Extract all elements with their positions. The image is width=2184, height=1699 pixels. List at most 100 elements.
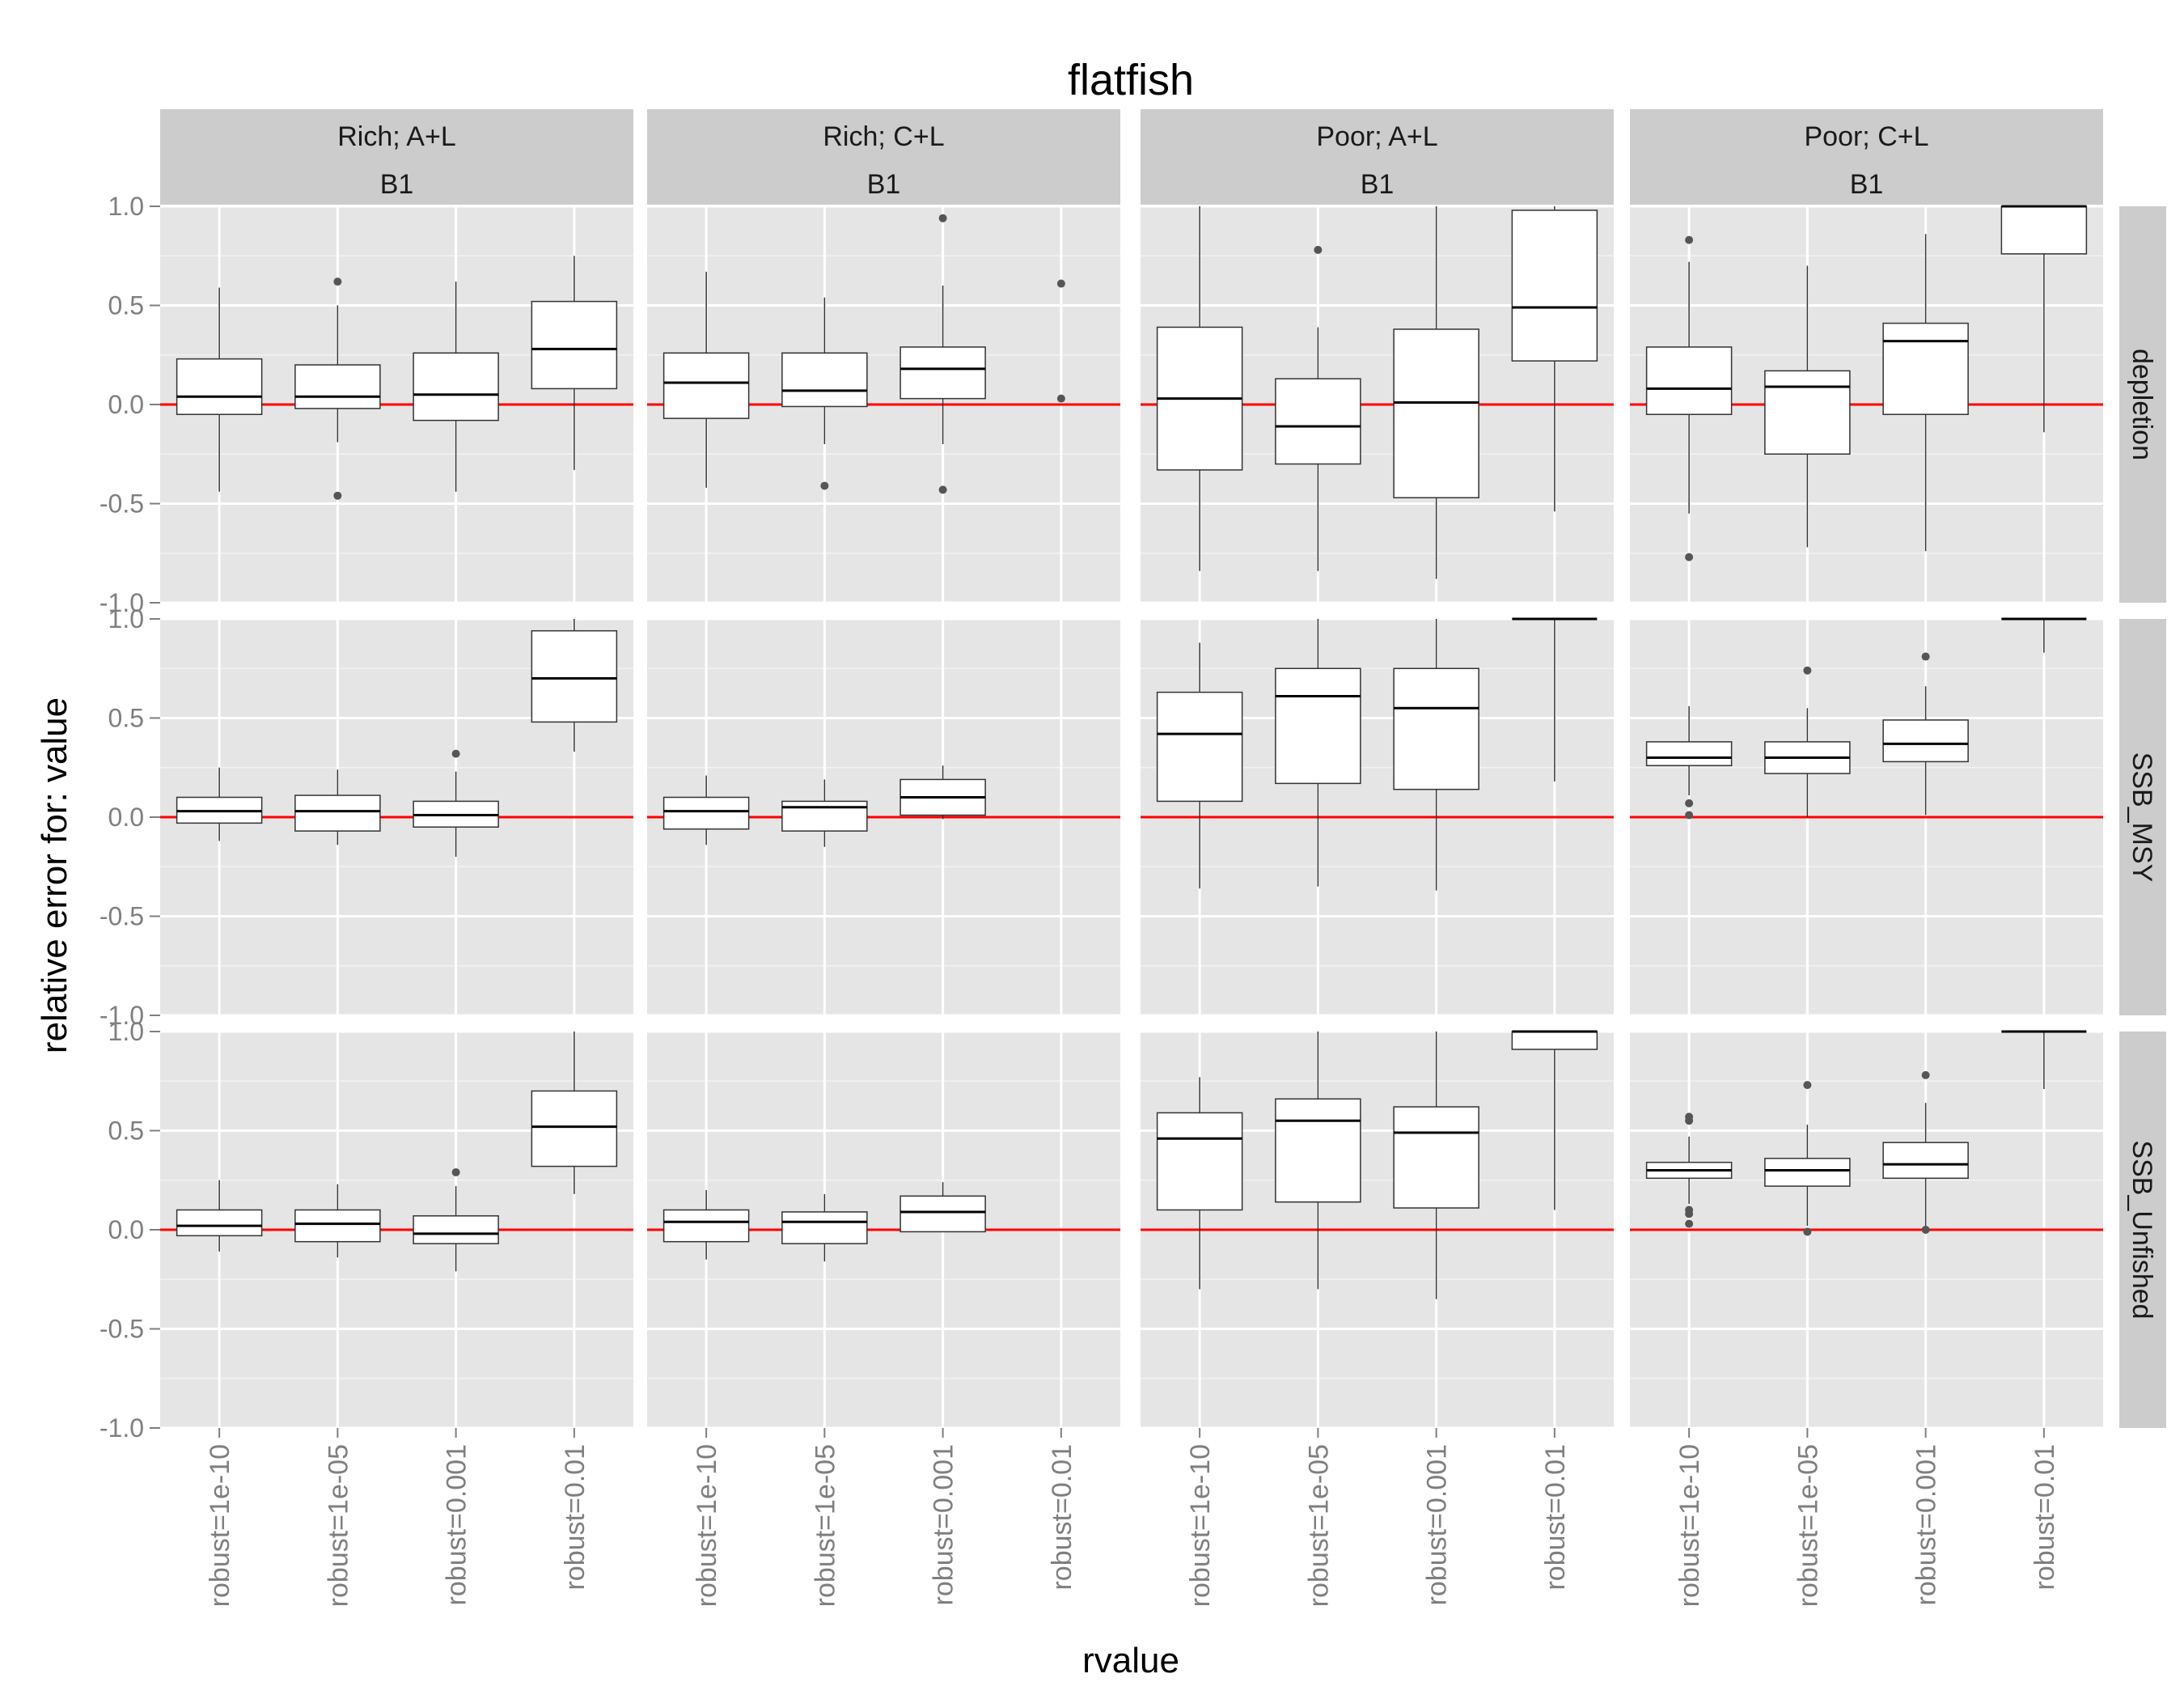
column-strip-label: Rich; C+L	[823, 121, 944, 152]
facet-panel	[1630, 617, 2103, 1017]
row-strip	[2119, 206, 2166, 603]
outlier-point	[1685, 1219, 1694, 1228]
x-tick-label: robust=1e-05	[1792, 1444, 1823, 1607]
outlier-point	[333, 278, 342, 286]
column-strip	[1141, 109, 1614, 205]
row-strip-label: SSB_MSY	[2127, 752, 2157, 883]
box	[294, 364, 381, 409]
y-tick-label: -0.5	[99, 902, 144, 931]
column-strip	[647, 109, 1120, 205]
outlier-point	[451, 749, 460, 758]
column-strip-label: Rich; A+L	[337, 121, 455, 152]
box	[1511, 1031, 1598, 1050]
box	[781, 800, 868, 832]
box	[1511, 210, 1598, 362]
outlier-point	[1803, 666, 1812, 675]
box	[1275, 1098, 1361, 1203]
y-tick-label: 1.0	[108, 192, 144, 221]
box	[1156, 691, 1243, 803]
box	[2000, 205, 2088, 255]
x-tick-label: robust=0.01	[560, 1444, 590, 1591]
box	[899, 1195, 986, 1233]
facet-panel	[1630, 1030, 2103, 1430]
x-tick-label: robust=1e-10	[1185, 1444, 1216, 1607]
y-tick-label: -1.0	[99, 588, 144, 617]
facet-panel	[647, 1030, 1120, 1430]
box	[1156, 1112, 1243, 1211]
column-strip-label: Poor; A+L	[1316, 121, 1437, 152]
y-tick-label: 0.0	[108, 803, 144, 832]
x-tick-label: robust=0.01	[2030, 1444, 2060, 1591]
outlier-point	[938, 485, 947, 494]
box	[1764, 1158, 1851, 1187]
box	[531, 629, 618, 723]
box	[1393, 667, 1479, 790]
box	[294, 794, 381, 832]
outlier-point	[333, 491, 342, 500]
y-axis-title: relative error for: value	[35, 697, 74, 1053]
column-strip	[160, 109, 633, 205]
row-strip	[2119, 619, 2166, 1015]
box	[531, 1090, 618, 1167]
box	[781, 352, 868, 408]
column-strip	[1630, 109, 2103, 205]
x-tick-label: robust=1e-05	[810, 1444, 840, 1607]
facet-panel	[1141, 1030, 1614, 1430]
box	[1275, 378, 1361, 465]
box	[662, 796, 750, 830]
facet-panel	[1630, 205, 2103, 604]
column-strip-label: Poor; C+L	[1804, 121, 1928, 152]
column-strip-sublabel: B1	[867, 169, 901, 200]
box	[662, 352, 750, 419]
x-tick-label: robust=0.001	[1911, 1444, 1942, 1605]
chart-title: flatfish	[1068, 56, 1194, 104]
facet-grid: Rich; A+L B1 Rich; C+L B1 Poor; A+L B1 Poor; C…	[99, 109, 2166, 1607]
outlier-point	[1803, 1081, 1812, 1090]
outlier-point	[1056, 394, 1065, 403]
y-tick-label: 0.0	[108, 1215, 144, 1244]
outlier-point	[1921, 1226, 1930, 1234]
facet-panel	[1141, 205, 1614, 604]
box	[1275, 667, 1361, 785]
y-tick-label: 0.5	[108, 1116, 144, 1146]
box	[176, 1209, 263, 1237]
box	[1645, 741, 1733, 767]
outlier-point	[1803, 1227, 1812, 1236]
x-tick-label: robust=0.001	[442, 1444, 472, 1605]
row-strip-label: depletion	[2127, 349, 2157, 460]
outlier-point	[1921, 1070, 1930, 1079]
x-tick-label: robust=1e-10	[1674, 1444, 1705, 1607]
outlier-point	[1685, 811, 1694, 820]
y-tick-label: 0.0	[108, 390, 144, 419]
x-tick-label: robust=0.001	[929, 1444, 959, 1605]
box	[1645, 346, 1733, 416]
x-tick-label: robust=0.01	[1047, 1444, 1077, 1591]
x-tick-label: robust=0.01	[1540, 1444, 1571, 1591]
y-tick-label: 0.5	[108, 291, 144, 320]
y-tick-label: 1.0	[108, 1017, 144, 1046]
facet-panel	[1141, 617, 1614, 1017]
box	[1882, 1142, 1969, 1180]
box	[294, 1209, 381, 1243]
outlier-point	[1685, 1116, 1694, 1125]
y-tick-label: -0.5	[99, 489, 144, 519]
x-tick-label: robust=0.001	[1422, 1444, 1453, 1605]
x-tick-label: robust=1e-10	[205, 1444, 235, 1607]
outlier-point	[938, 214, 947, 222]
facet-panel	[160, 205, 633, 604]
y-tick-label: -1.0	[99, 1001, 144, 1030]
outlier-point	[1921, 652, 1930, 661]
x-tick-label: robust=1e-05	[323, 1444, 353, 1607]
box	[1882, 322, 1969, 415]
outlier-point	[1685, 1210, 1694, 1218]
box	[899, 346, 986, 400]
box	[781, 1211, 868, 1244]
column-strip-sublabel: B1	[380, 169, 414, 200]
box	[1882, 719, 1969, 763]
facet-panel	[647, 205, 1120, 604]
column-strip-sublabel: B1	[1361, 169, 1395, 200]
box	[1393, 328, 1479, 498]
outlier-point	[820, 481, 829, 490]
y-tick-label: 0.5	[108, 704, 144, 733]
